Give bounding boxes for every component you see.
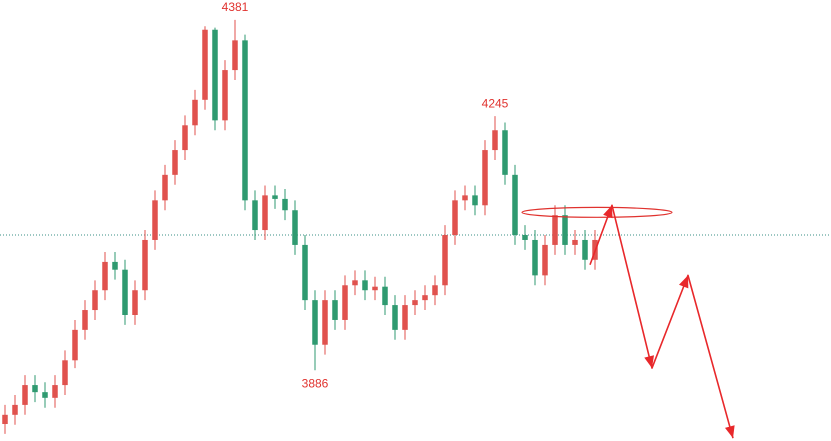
candle-body (492, 130, 498, 151)
candle-body (262, 195, 268, 231)
candle-body (412, 300, 418, 306)
candle-body (242, 40, 248, 201)
projection-arrowhead (644, 355, 654, 369)
highlight-ellipse (521, 206, 673, 218)
candle-body (42, 392, 48, 398)
candle-body (282, 198, 288, 211)
candle-body (102, 261, 108, 291)
candle-body (142, 239, 148, 291)
candle-body (392, 305, 398, 330)
candle-body (512, 174, 518, 236)
candle-body (332, 300, 338, 320)
candle-body (272, 195, 278, 199)
candle-body (72, 329, 78, 361)
candle-body (82, 310, 88, 330)
candle-body (542, 244, 548, 276)
price-annotation: 3886 (302, 376, 329, 390)
candle-body (312, 300, 318, 345)
candle-body (482, 150, 488, 206)
projection-arrowhead (724, 425, 735, 439)
projection-path (589, 204, 734, 439)
candle-body (552, 215, 558, 245)
candle-body (152, 200, 158, 240)
candle-body (112, 261, 118, 270)
candle-body (422, 295, 428, 301)
projection-arrowhead (603, 205, 613, 219)
candle-body (352, 280, 358, 286)
candle-body (582, 239, 588, 260)
candle-body (572, 239, 578, 245)
candle-body (122, 269, 128, 315)
projection-arrowhead (678, 275, 689, 289)
candle-body (202, 29, 208, 100)
candle-body (472, 195, 478, 206)
candle-body (502, 130, 508, 175)
candle-body (292, 210, 298, 245)
candle-body (402, 305, 408, 330)
candle-body (172, 150, 178, 175)
candle-body (382, 286, 388, 306)
candle-body (62, 360, 68, 386)
candle-body (222, 70, 228, 121)
candle-body (362, 280, 368, 291)
candle-body (432, 285, 438, 296)
candle-body (22, 385, 28, 405)
candle-body (162, 174, 168, 201)
candle-body (2, 414, 8, 425)
price-annotation: 4245 (482, 96, 509, 110)
candle-body (302, 244, 308, 301)
candle-body (52, 385, 58, 398)
candle-body (372, 286, 378, 291)
candle-body (442, 235, 448, 286)
candle-body (212, 29, 218, 121)
candle-body (252, 200, 258, 231)
candle-body (322, 300, 328, 345)
candle-body (562, 215, 568, 245)
candle-body (192, 99, 198, 126)
candle-body (92, 290, 98, 311)
price-annotation: 4381 (222, 0, 249, 14)
candle-body (452, 200, 458, 236)
candle-body (32, 385, 38, 393)
candle-body (132, 290, 138, 315)
candle-body (522, 235, 528, 240)
candle-body (12, 404, 18, 415)
candle-body (462, 195, 468, 201)
candle-body (342, 285, 348, 320)
candle-body (532, 239, 538, 276)
candle-body (232, 40, 238, 71)
candle-body (182, 125, 188, 151)
